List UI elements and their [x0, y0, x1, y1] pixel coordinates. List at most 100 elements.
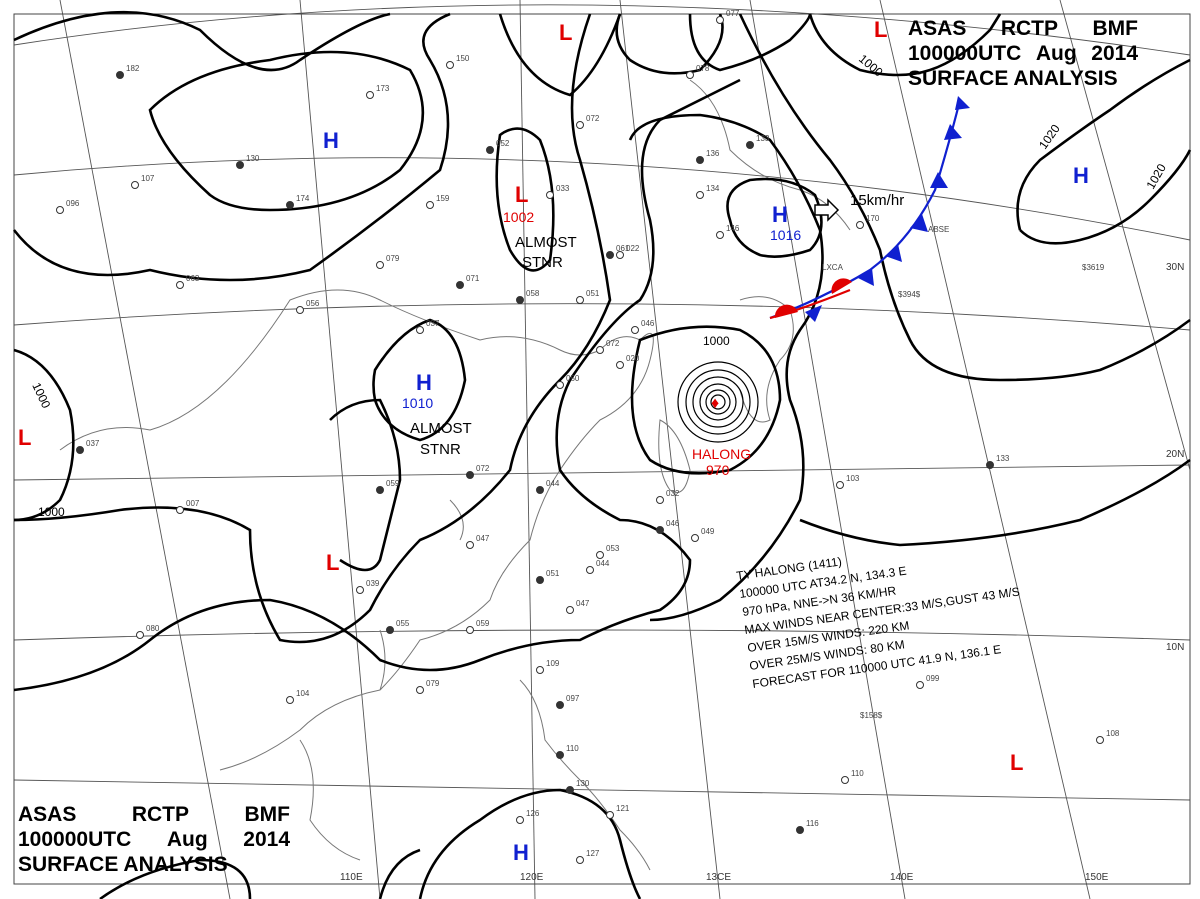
station-marker	[556, 701, 564, 709]
warm-front-symbol	[774, 304, 798, 318]
lon-label: 110E	[340, 872, 363, 883]
station-marker	[376, 261, 384, 269]
typhoon-name: HALONG	[692, 446, 751, 462]
lon-label: 140E	[890, 872, 914, 883]
station-pressure: 047	[476, 534, 490, 543]
station-marker	[466, 626, 474, 634]
station-pressure: 110	[566, 744, 579, 753]
station-marker	[856, 221, 864, 229]
station-pressure: 096	[66, 199, 80, 208]
station-pressure: 134	[706, 184, 720, 193]
grid-labels: 110E 120E 13CE 140E 150E 30N 20N 10N	[340, 262, 1184, 883]
lon-label: 13CE	[706, 872, 731, 883]
station-marker	[696, 191, 704, 199]
station-pressure: 061	[616, 244, 630, 253]
header-top-right: ASAS RCTP BMF 100000UTC Aug 2014 SURFACE…	[908, 16, 1138, 91]
station-pressure: 039	[366, 579, 380, 588]
high-center: H	[416, 370, 432, 395]
station-pressure: 056	[306, 299, 320, 308]
station-marker	[536, 576, 544, 584]
station-plots: 182 173 150 130 107 096 174 159 079 071 063 056 052 0…	[56, 9, 1120, 864]
station-pressure: 044	[546, 479, 560, 488]
station-pressure: 170	[866, 214, 880, 223]
isobar-label: 1000	[29, 380, 53, 410]
header-year: 2014	[243, 828, 290, 851]
station-pressure: 022	[626, 244, 640, 253]
station-marker	[56, 206, 64, 214]
station-marker	[556, 381, 564, 389]
header-region: ASAS	[18, 803, 77, 826]
station-pressure: 097	[566, 694, 580, 703]
station-marker	[616, 251, 624, 259]
station-marker	[631, 326, 639, 334]
station-pressure: 173	[376, 84, 390, 93]
station-marker	[176, 281, 184, 289]
cold-front-symbol	[944, 124, 962, 140]
station-marker	[546, 191, 554, 199]
station-marker	[586, 566, 594, 574]
station-marker	[656, 526, 664, 534]
station-pressure: 079	[426, 679, 440, 688]
station-marker	[446, 61, 454, 69]
station-marker	[416, 326, 424, 334]
station-marker	[536, 486, 544, 494]
isobar-label: 1020	[1143, 161, 1169, 191]
station-pressure: 174	[296, 194, 310, 203]
isobars	[12, 10, 1192, 899]
motion-arrow	[814, 198, 840, 222]
lat-label: 20N	[1166, 449, 1184, 460]
station-marker	[386, 626, 394, 634]
station-marker	[596, 551, 604, 559]
lon-label: 150E	[1085, 872, 1109, 883]
station-marker	[716, 231, 724, 239]
station-marker	[686, 71, 694, 79]
station-pressure: 032	[666, 489, 680, 498]
station-pressure: 072	[606, 339, 620, 348]
cold-front-symbol	[930, 172, 948, 188]
station-marker	[466, 471, 474, 479]
header-title: SURFACE ANALYSIS	[18, 853, 228, 876]
station-marker	[456, 281, 464, 289]
station-marker	[576, 121, 584, 129]
station-marker	[616, 361, 624, 369]
station-marker	[286, 696, 294, 704]
header-bottom-left: ASAS RCTP BMF 100000UTC Aug 2014 SURFACE…	[18, 802, 290, 877]
lat-label: 10N	[1166, 642, 1184, 653]
station-marker	[516, 296, 524, 304]
station-pressure: 059	[476, 619, 490, 628]
header-month: Aug	[1035, 42, 1077, 65]
station-marker	[566, 606, 574, 614]
station-marker	[841, 776, 849, 784]
station-marker	[836, 481, 844, 489]
station-pressure: 121	[616, 804, 630, 813]
station-marker	[516, 816, 524, 824]
stationary-note: STNR	[522, 254, 563, 271]
station-marker	[426, 201, 434, 209]
station-pressure: 071	[466, 274, 480, 283]
station-pressure: 133	[996, 454, 1010, 463]
low-pressure-value: 1002	[503, 209, 534, 225]
station-marker	[76, 446, 84, 454]
station-marker	[916, 681, 924, 689]
low-center: L	[326, 550, 339, 575]
station-pressure: 077	[726, 9, 740, 18]
station-marker	[286, 201, 294, 209]
station-pressure: 058	[526, 289, 540, 298]
station-pressure: 050	[566, 374, 580, 383]
station-marker	[236, 161, 244, 169]
station-marker	[556, 751, 564, 759]
station-marker	[296, 306, 304, 314]
station-pressure: 110	[851, 769, 864, 778]
station-pressure: 182	[126, 64, 140, 73]
header-year: 2014	[1091, 42, 1138, 65]
station-marker	[1096, 736, 1104, 744]
header-station: RCTP	[1000, 17, 1059, 40]
header-code: BMF	[1092, 17, 1139, 40]
isobar-label: 1000	[856, 52, 886, 80]
header-time: 100000UTC	[18, 828, 132, 851]
high-center: H	[513, 840, 529, 865]
high-center: H	[1073, 163, 1089, 188]
cold-front-symbol	[885, 244, 902, 262]
station-pressure: 133	[756, 134, 770, 143]
